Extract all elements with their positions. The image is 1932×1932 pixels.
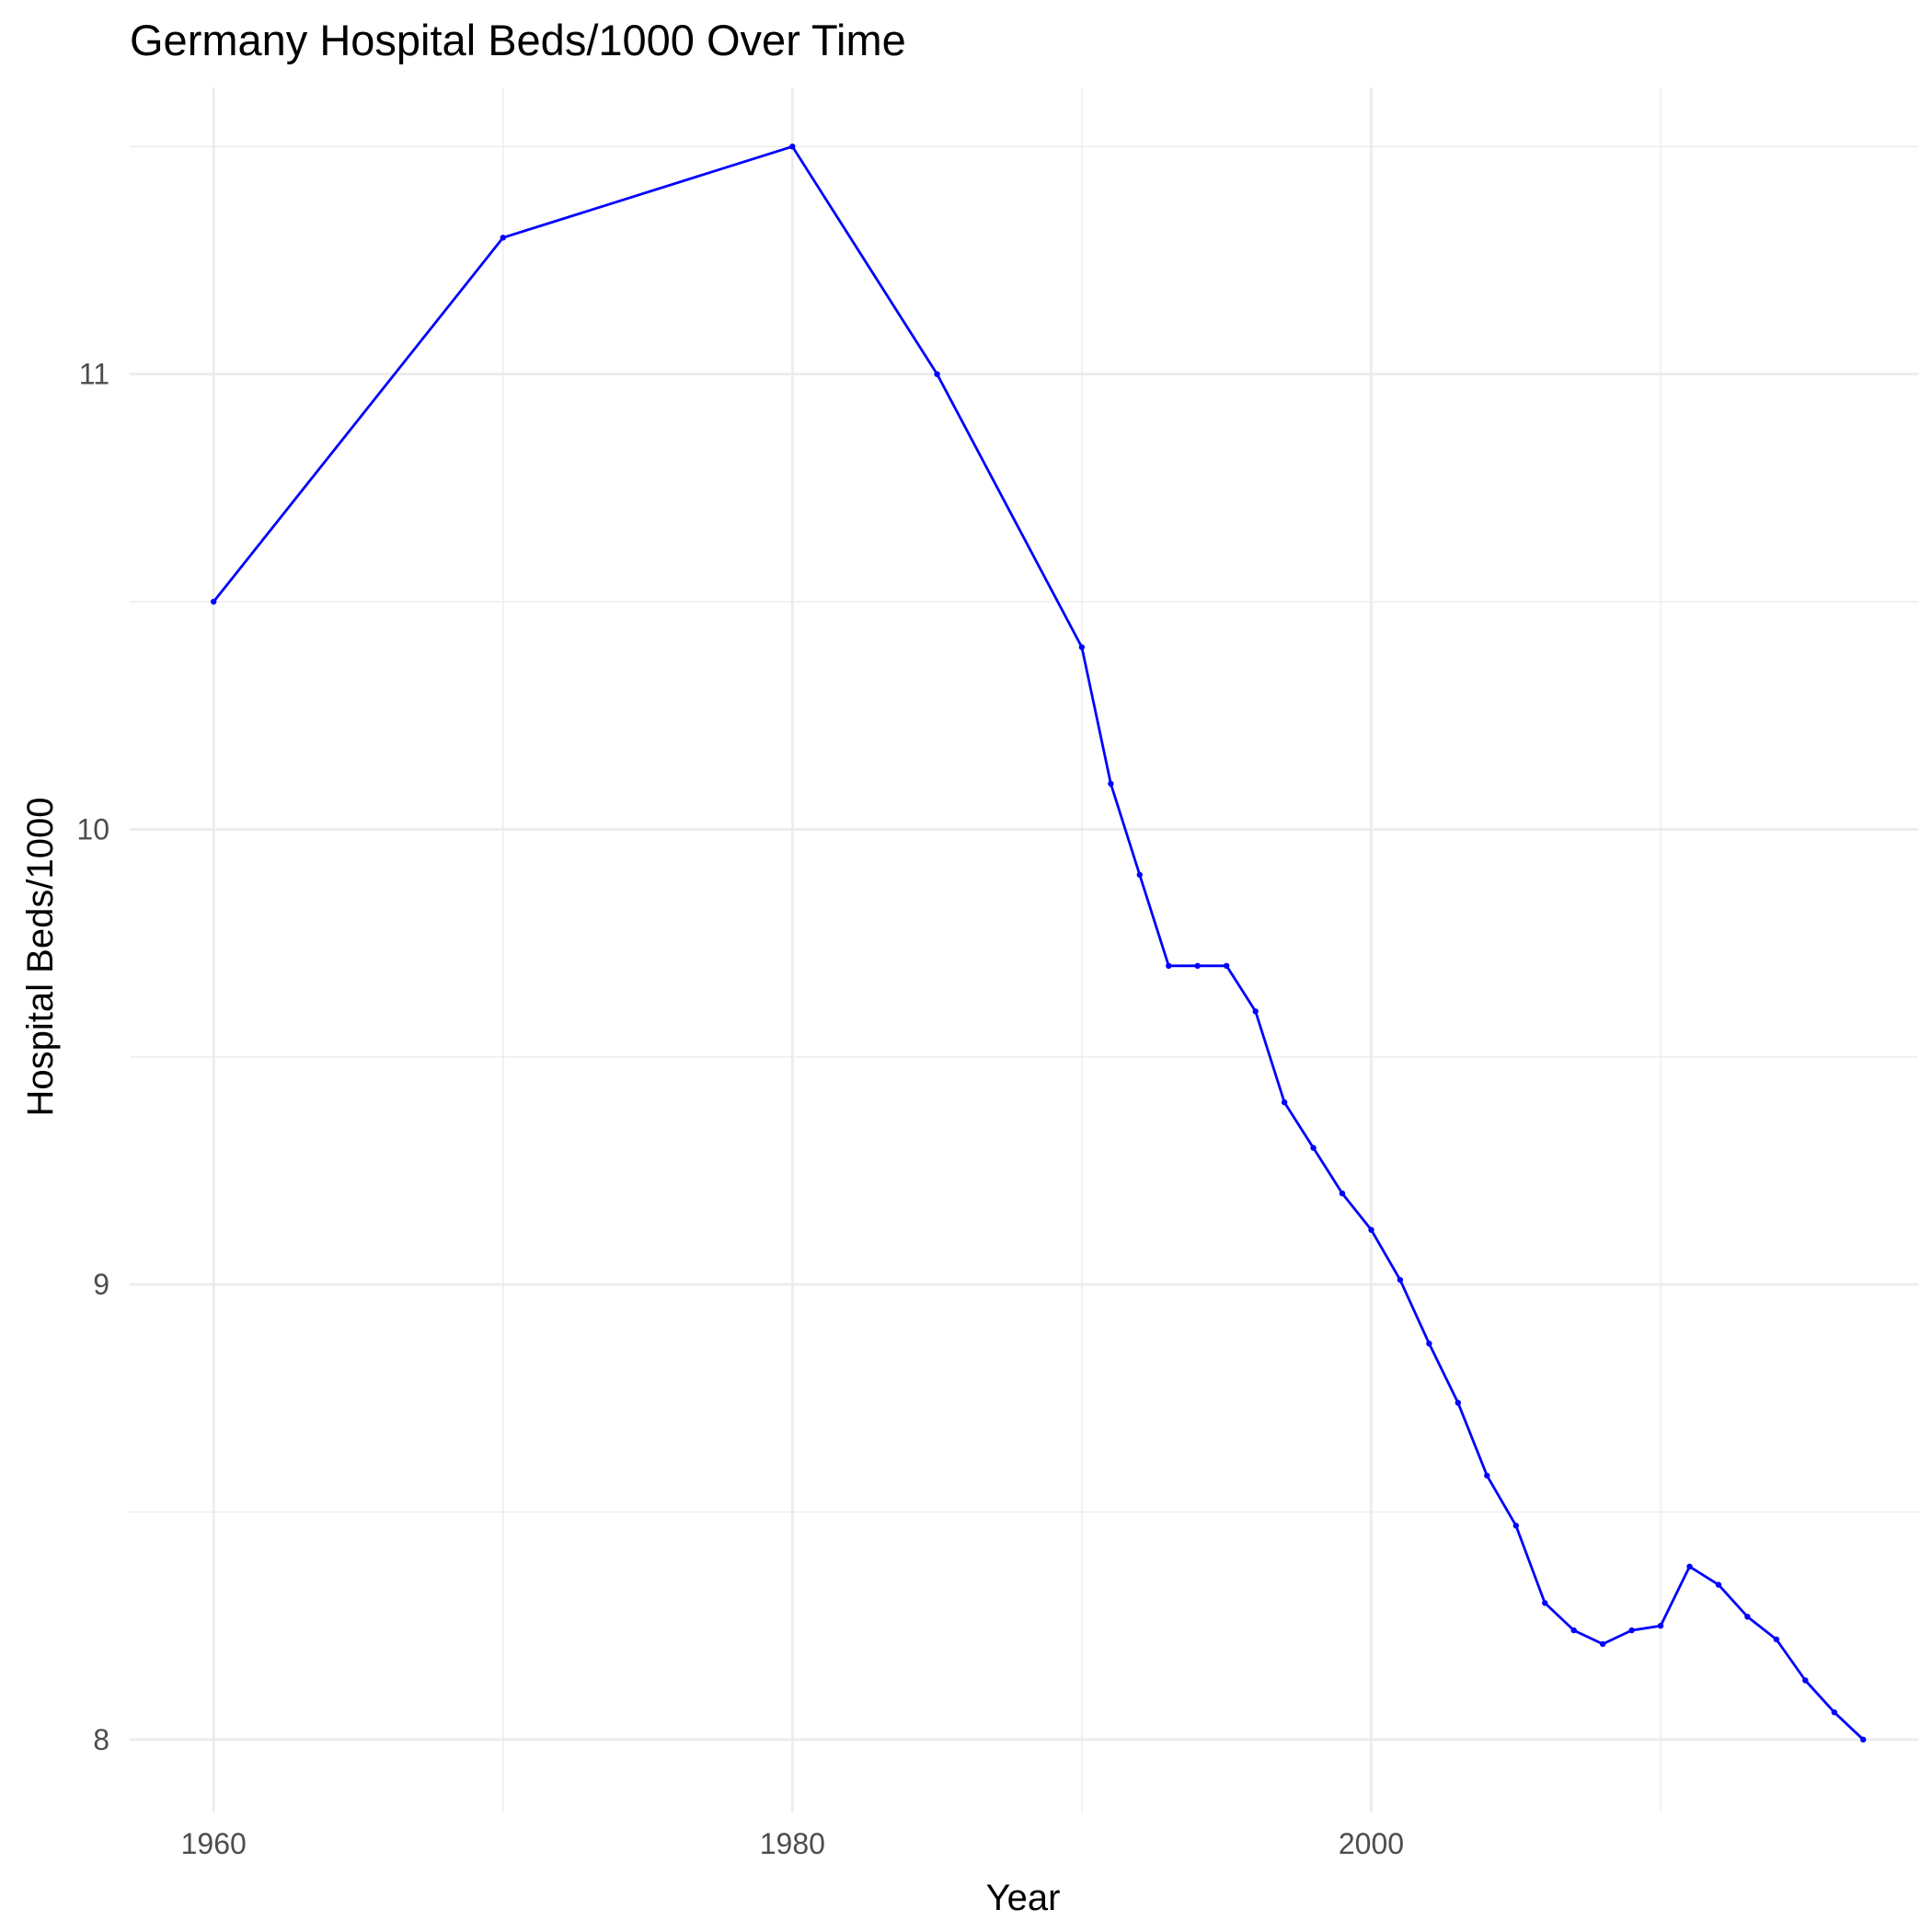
data-point xyxy=(1397,1277,1404,1283)
data-point xyxy=(1657,1623,1664,1629)
series-layer xyxy=(211,144,1867,1743)
data-point xyxy=(1252,1008,1259,1015)
y-tick-labels: 8 9 10 11 xyxy=(76,358,109,1756)
data-point xyxy=(1310,1144,1317,1151)
data-point xyxy=(1686,1563,1693,1570)
data-point xyxy=(1512,1523,1520,1529)
data-point xyxy=(1368,1226,1374,1234)
data-point xyxy=(500,235,506,241)
data-point xyxy=(1136,871,1144,879)
data-point xyxy=(1599,1640,1606,1648)
y-tick-label: 8 xyxy=(93,1723,109,1756)
series-line xyxy=(212,144,1865,1742)
data-point xyxy=(1078,644,1086,650)
data-point xyxy=(1744,1614,1751,1620)
y-tick-label: 10 xyxy=(76,812,109,845)
data-point xyxy=(1194,962,1201,970)
data-point xyxy=(1281,1099,1288,1106)
data-point xyxy=(1860,1736,1867,1743)
data-point xyxy=(789,144,796,150)
data-point xyxy=(1224,962,1230,970)
chart-title: Germany Hospital Beds/1000 Over Time xyxy=(130,16,906,64)
data-point xyxy=(1773,1636,1780,1643)
data-point xyxy=(1715,1581,1722,1588)
data-point xyxy=(1455,1399,1462,1406)
data-point xyxy=(1570,1627,1577,1634)
data-point xyxy=(1484,1472,1490,1479)
y-tick-label: 11 xyxy=(79,358,109,391)
x-tick-label: 1980 xyxy=(760,1827,825,1860)
data-point xyxy=(1339,1190,1346,1197)
data-point xyxy=(211,598,217,605)
data-point xyxy=(1802,1677,1809,1684)
x-tick-label: 2000 xyxy=(1339,1827,1404,1860)
data-point xyxy=(1166,962,1172,970)
data-point xyxy=(1628,1627,1635,1634)
x-tick-labels: 1960 1980 2000 xyxy=(181,1827,1404,1860)
x-axis-title: Year xyxy=(986,1878,1061,1918)
data-point xyxy=(1426,1340,1432,1347)
x-tick-label: 1960 xyxy=(181,1827,247,1860)
y-tick-label: 9 xyxy=(93,1268,109,1301)
data-point xyxy=(1542,1600,1548,1606)
horizontal-gridlines xyxy=(130,373,1918,1742)
data-point xyxy=(1108,780,1114,788)
data-point xyxy=(1831,1709,1838,1716)
y-axis-title: Hospital Beds/1000 xyxy=(20,798,61,1117)
data-point xyxy=(934,371,940,377)
